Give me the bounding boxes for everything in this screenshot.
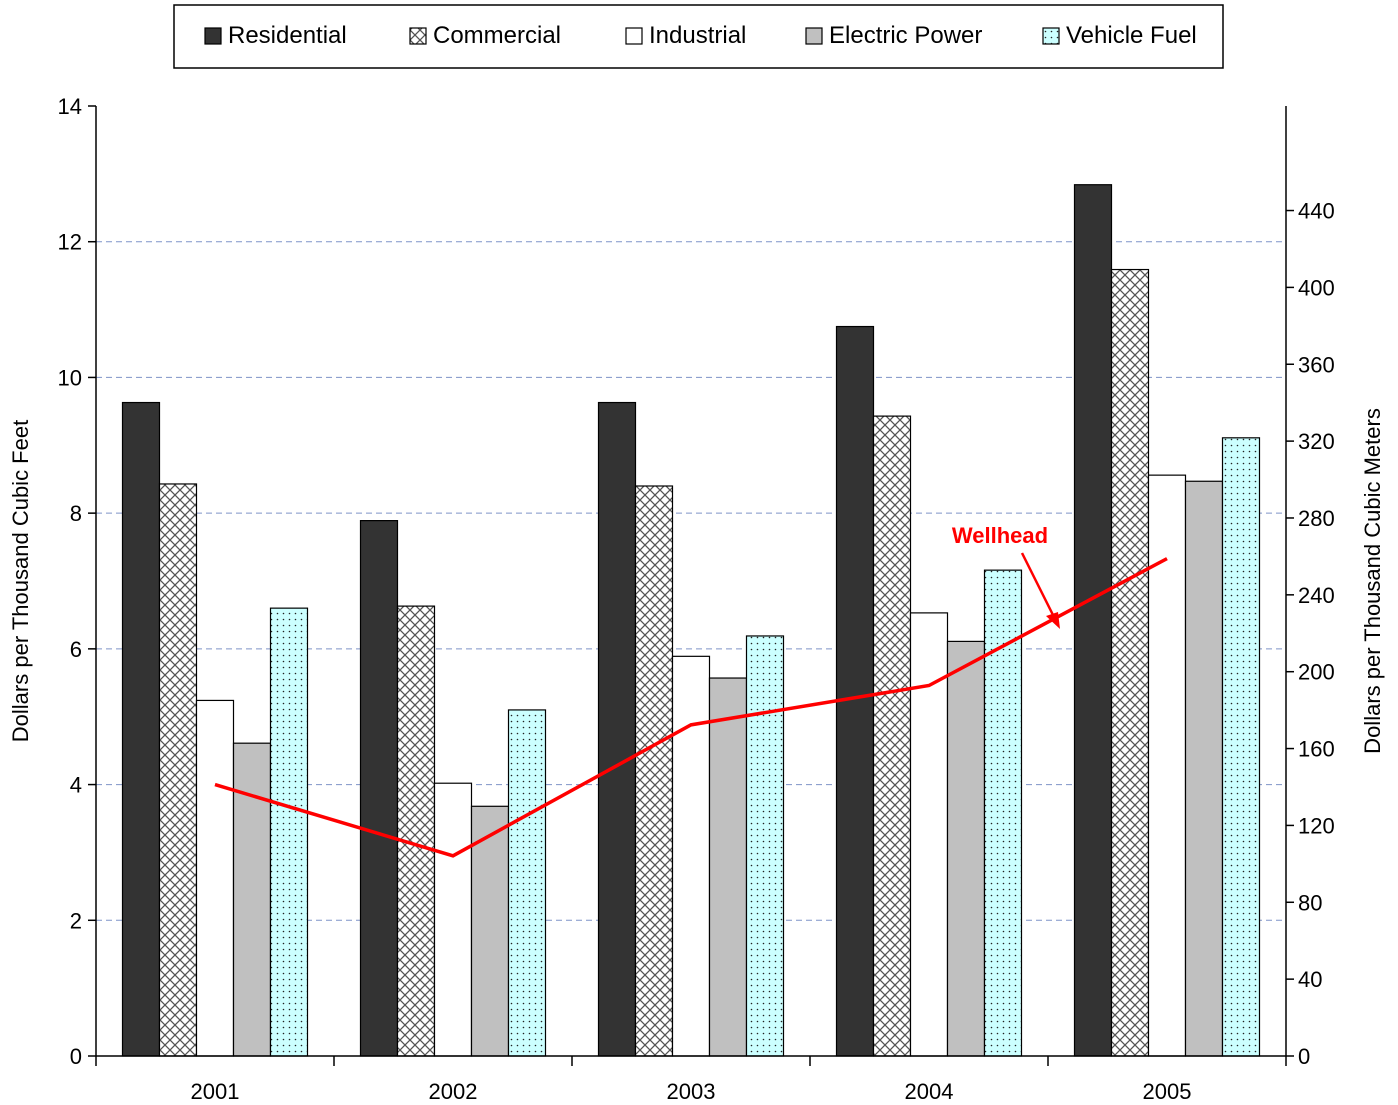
- left-tick-label: 12: [58, 230, 82, 255]
- right-tick-label: 0: [1298, 1044, 1310, 1069]
- left-tick-label: 14: [58, 94, 82, 119]
- legend-swatch-commercial: [409, 27, 427, 45]
- right-tick-label: 40: [1298, 967, 1322, 992]
- x-axis-ticks: 2001 2002 2003 2004 2005: [95, 1056, 1287, 1104]
- legend-swatch-electric-power: [805, 27, 823, 45]
- x-tick-label-2005: 2005: [1143, 1079, 1192, 1104]
- bar-commercial-2001: [158, 483, 198, 1057]
- bar-vehicle-fuel-2001: [269, 607, 309, 1057]
- bar-industrial-2001: [195, 699, 235, 1057]
- bar-industrial-2005: [1147, 474, 1187, 1057]
- right-tick-label: 160: [1298, 737, 1335, 762]
- x-tick-label-2004: 2004: [905, 1079, 954, 1104]
- wellhead-annotation: Wellhead: [952, 523, 1048, 548]
- bar-industrial-2002: [433, 782, 473, 1057]
- bars: [121, 184, 1261, 1057]
- right-tick-label: 360: [1298, 352, 1335, 377]
- left-axis-ticks: 0 2 4 6 8 10 12 14: [58, 94, 96, 1069]
- legend-label-residential: Residential: [228, 22, 347, 49]
- bar-residential-2002: [359, 520, 399, 1057]
- bar-industrial-2003: [671, 655, 711, 1057]
- right-tick-label: 240: [1298, 583, 1335, 608]
- bar-vehicle-fuel-2003: [745, 635, 785, 1057]
- legend-swatch-industrial: [625, 27, 643, 45]
- right-tick-label: 440: [1298, 199, 1335, 224]
- right-tick-label: 320: [1298, 429, 1335, 454]
- legend: Residential Commercial Industrial Electric …: [173, 4, 1224, 69]
- legend-label-commercial: Commercial: [433, 22, 561, 49]
- legend-swatch-vehicle-fuel: [1042, 27, 1060, 45]
- legend-label-vehicle-fuel: Vehicle Fuel: [1066, 22, 1197, 49]
- right-tick-label: 120: [1298, 813, 1335, 838]
- left-tick-label: 4: [70, 773, 82, 798]
- left-tick-label: 6: [70, 637, 82, 662]
- legend-swatch-residential: [204, 27, 222, 45]
- right-tick-label: 200: [1298, 660, 1335, 685]
- left-tick-label: 0: [70, 1044, 82, 1069]
- right-axis-ticks: 0 40 80 120 160 200 240 280 320 360 400 440: [1286, 199, 1335, 1069]
- left-tick-label: 8: [70, 501, 82, 526]
- right-tick-label: 280: [1298, 506, 1335, 531]
- legend-label-electric-power: Electric Power: [829, 22, 982, 49]
- left-tick-label: 10: [58, 365, 82, 390]
- bar-commercial-2002: [396, 605, 436, 1057]
- legend-label-industrial: Industrial: [649, 22, 746, 49]
- right-axis-title: Dollars per Thousand Cubic Meters: [1360, 408, 1385, 754]
- right-tick-label: 400: [1298, 275, 1335, 300]
- x-tick-label-2001: 2001: [191, 1079, 240, 1104]
- bar-residential-2003: [597, 401, 637, 1057]
- left-axis-title: Dollars per Thousand Cubic Feet: [8, 420, 33, 742]
- wellhead-line: [214, 557, 1168, 858]
- bar-commercial-2005: [1110, 268, 1150, 1057]
- bar-commercial-2004: [872, 415, 912, 1057]
- annotation-arrow: [1020, 552, 1060, 629]
- bar-electric-power-2003: [708, 677, 748, 1057]
- bar-electric-power-2002: [470, 805, 510, 1057]
- x-tick-label-2003: 2003: [667, 1079, 716, 1104]
- bar-vehicle-fuel-2002: [507, 709, 547, 1057]
- bar-electric-power-2005: [1184, 480, 1224, 1057]
- left-tick-label: 2: [70, 908, 82, 933]
- bar-commercial-2003: [634, 485, 674, 1057]
- bar-vehicle-fuel-2004: [983, 569, 1023, 1057]
- bar-electric-power-2004: [946, 640, 986, 1057]
- axes: [95, 106, 1287, 1057]
- bar-residential-2005: [1073, 184, 1113, 1057]
- bar-residential-2001: [121, 401, 161, 1057]
- x-tick-label-2002: 2002: [429, 1079, 478, 1104]
- bar-vehicle-fuel-2005: [1221, 437, 1261, 1057]
- right-tick-label: 80: [1298, 890, 1322, 915]
- bar-residential-2004: [835, 325, 875, 1057]
